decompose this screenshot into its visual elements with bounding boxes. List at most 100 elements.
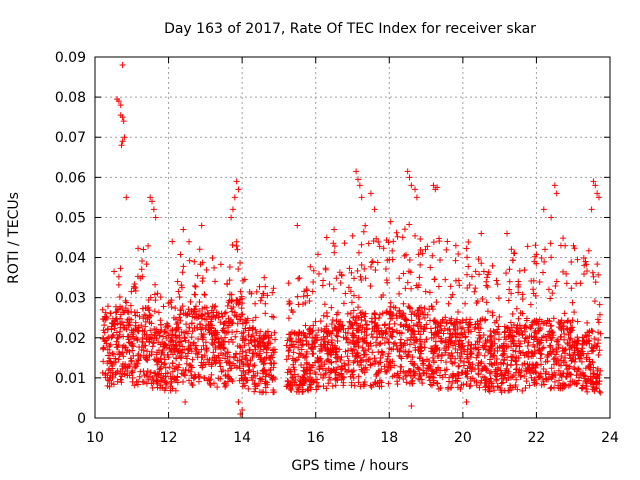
data-point: [543, 376, 550, 383]
data-point: [455, 341, 462, 348]
data-point: [341, 240, 348, 247]
data-point: [117, 324, 124, 331]
data-point: [406, 323, 413, 330]
data-point: [242, 376, 249, 383]
data-point: [554, 336, 561, 343]
data-point: [373, 327, 380, 334]
data-point: [558, 373, 565, 380]
data-point: [536, 327, 543, 334]
data-point: [486, 384, 493, 391]
data-point: [269, 289, 276, 296]
data-point: [195, 378, 202, 385]
data-point: [421, 305, 428, 312]
data-point: [354, 267, 361, 274]
data-point: [342, 348, 349, 355]
data-point: [131, 361, 138, 368]
data-point: [472, 285, 479, 292]
data-point: [116, 349, 123, 356]
data-point: [208, 363, 215, 370]
data-point: [378, 366, 385, 373]
data-point: [396, 290, 403, 297]
data-point: [400, 300, 407, 307]
data-point: [201, 292, 208, 299]
data-point: [597, 330, 604, 337]
data-point: [306, 374, 313, 381]
data-point: [487, 375, 494, 382]
data-point: [477, 325, 484, 332]
data-point: [287, 385, 294, 392]
data-point: [468, 348, 475, 355]
data-point: [594, 343, 601, 350]
data-point: [429, 382, 436, 389]
data-point: [443, 359, 450, 366]
data-point: [378, 348, 385, 355]
data-point: [295, 344, 302, 351]
data-point: [531, 343, 538, 350]
data-point: [448, 294, 455, 301]
data-point: [218, 341, 225, 348]
data-point: [319, 282, 326, 289]
data-point: [489, 262, 496, 269]
data-point: [597, 389, 604, 396]
data-point: [419, 357, 426, 364]
data-point: [473, 300, 480, 307]
data-point: [560, 268, 567, 275]
data-point: [290, 341, 297, 348]
data-point: [515, 278, 522, 285]
y-tick-label: 0.09: [55, 50, 86, 66]
data-point: [172, 387, 179, 394]
data-point: [464, 351, 471, 358]
data-point: [579, 385, 586, 392]
data-point: [390, 346, 397, 353]
data-point: [592, 385, 599, 392]
data-point: [386, 325, 393, 332]
data-point: [355, 176, 362, 183]
data-point: [504, 230, 510, 237]
data-point: [517, 340, 524, 347]
data-point: [114, 335, 121, 342]
data-point: [313, 332, 320, 339]
data-point: [558, 353, 565, 360]
data-point: [260, 335, 267, 342]
data-point: [446, 374, 453, 381]
data-point: [462, 300, 469, 307]
data-point: [563, 270, 570, 277]
data-point: [115, 98, 122, 105]
data-point: [271, 329, 278, 336]
data-point: [482, 346, 489, 353]
data-point: [353, 352, 360, 359]
data-point: [106, 349, 113, 356]
data-point: [351, 382, 358, 389]
data-point: [582, 258, 589, 265]
data-point: [478, 358, 485, 365]
data-point: [422, 288, 429, 295]
data-point: [327, 376, 334, 383]
data-point: [344, 310, 351, 317]
data-point: [596, 388, 603, 395]
data-point: [339, 365, 346, 372]
data-point: [563, 366, 570, 373]
data-point: [187, 362, 194, 369]
data-point: [146, 307, 153, 314]
data-point: [177, 251, 184, 258]
data-point: [217, 319, 224, 326]
data-point: [362, 275, 369, 282]
data-point: [330, 285, 337, 292]
data-point: [315, 358, 322, 365]
data-point: [522, 385, 529, 392]
data-point: [229, 308, 236, 315]
data-point: [144, 348, 151, 355]
data-point: [501, 334, 508, 341]
data-point: [184, 330, 191, 337]
data-point: [523, 315, 530, 322]
data-point: [157, 294, 164, 301]
data-point: [568, 258, 575, 265]
data-point: [527, 301, 534, 308]
data-point: [493, 373, 500, 380]
data-point: [463, 380, 470, 387]
data-point: [449, 380, 456, 387]
data-point: [361, 328, 368, 335]
data-point: [519, 310, 526, 317]
data-point: [382, 265, 389, 272]
data-point: [305, 326, 312, 333]
